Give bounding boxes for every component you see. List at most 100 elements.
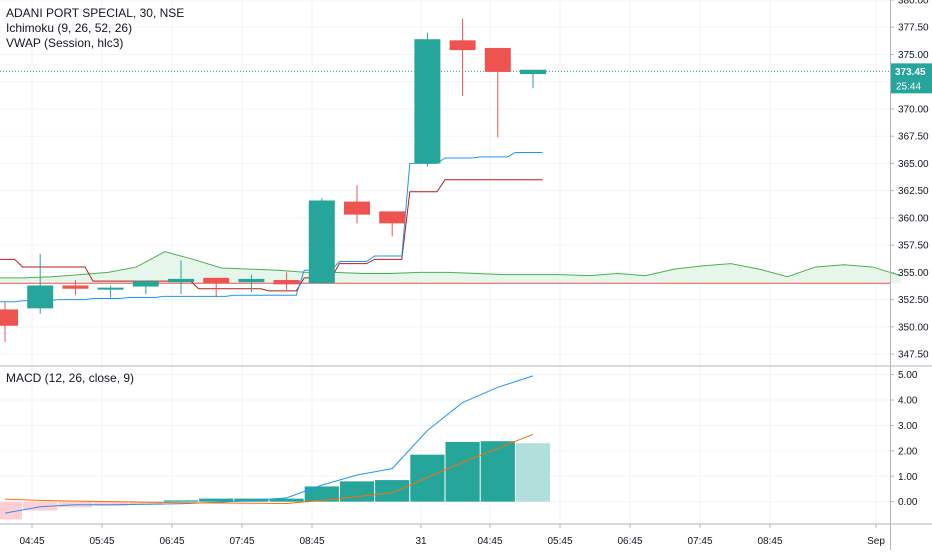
macd-histogram-bar	[23, 501, 58, 511]
macd-histogram-bar	[0, 501, 23, 520]
grid	[0, 0, 890, 522]
time-tick-label: 05:45	[547, 536, 572, 547]
macd-pane	[0, 375, 551, 520]
macd-tick-label: 5.00	[898, 370, 918, 381]
macd-histogram-bar	[515, 443, 551, 502]
candle[interactable]	[62, 280, 89, 296]
time-tick-label: 06:45	[159, 536, 184, 547]
price-tick-label: 367.50	[898, 132, 929, 143]
candle-body	[344, 201, 370, 215]
last-price-value: 373.45	[895, 67, 926, 78]
price-tick-label: 355.00	[898, 268, 929, 279]
price-badges: 373.45 25:44	[891, 63, 932, 94]
candle[interactable]	[97, 285, 124, 298]
bar-countdown: 25:44	[896, 81, 921, 92]
time-tick-label: 04:45	[477, 536, 502, 547]
vwap-line	[0, 152, 543, 303]
candle-body	[27, 285, 54, 309]
candle-body	[132, 281, 159, 287]
macd-tick-label: 3.00	[898, 421, 918, 432]
candle-body	[520, 69, 546, 75]
macd-histogram-bar	[445, 441, 480, 502]
macd-tick-label: 4.00	[898, 396, 918, 407]
macd-histogram-bar	[128, 501, 163, 505]
macd-histogram-bar	[93, 501, 128, 506]
vwap-legend[interactable]: VWAP (Session, hlc3)	[6, 36, 124, 50]
candle-body	[97, 287, 124, 290]
candle-body	[484, 47, 511, 72]
price-tick-label: 365.00	[898, 159, 929, 170]
candles[interactable]	[0, 18, 546, 343]
candle[interactable]	[414, 32, 441, 167]
price-tick-label: 347.50	[898, 350, 929, 361]
candle[interactable]	[379, 211, 406, 237]
candle-body	[0, 309, 18, 326]
candle[interactable]	[273, 272, 300, 290]
time-tick-label: 06:45	[617, 536, 642, 547]
candle-body	[203, 277, 230, 284]
time-tick-label: 05:45	[89, 536, 114, 547]
candle-body	[414, 39, 441, 164]
candle[interactable]	[449, 18, 476, 96]
candle-body	[273, 280, 300, 285]
price-tick-label: 352.50	[898, 295, 929, 306]
kijun-line	[0, 179, 543, 292]
time-tick-label: 07:45	[687, 536, 712, 547]
candle[interactable]	[27, 253, 54, 314]
macd-histogram-bar	[339, 481, 375, 502]
candle[interactable]	[132, 281, 159, 295]
price-tick-label: 357.50	[898, 241, 929, 252]
ichimoku-legend[interactable]: Ichimoku (9, 26, 52, 26)	[6, 21, 133, 35]
macd-histogram-bar	[269, 498, 304, 502]
price-tick-label: 370.00	[898, 104, 929, 115]
cloud-span-line	[0, 251, 901, 279]
price-tick-label: 350.00	[898, 322, 929, 333]
candle[interactable]	[203, 277, 230, 298]
macd-tick-label: 1.00	[898, 472, 918, 483]
ichimoku-cloud	[0, 251, 901, 284]
macd-legend[interactable]: MACD (12, 26, close, 9)	[6, 371, 135, 385]
candle[interactable]	[308, 198, 335, 284]
price-tick-label: 380.00	[898, 0, 929, 7]
candle[interactable]	[238, 274, 265, 292]
price-tick-label: 377.50	[898, 23, 929, 34]
macd-tick-label: 2.00	[898, 446, 918, 457]
price-tick-label: 362.50	[898, 186, 929, 197]
last-price-badge: 373.45 25:44	[891, 63, 932, 94]
candle[interactable]	[0, 301, 18, 343]
price-tick-label: 375.00	[898, 50, 929, 61]
symbol-title[interactable]: ADANI PORT SPECIAL, 30, NSE	[6, 6, 185, 20]
time-tick-label: 04:45	[19, 536, 44, 547]
candle-body	[449, 40, 476, 51]
candle[interactable]	[520, 69, 546, 89]
price-legend: ADANI PORT SPECIAL, 30, NSE Ichimoku (9,…	[6, 6, 184, 51]
time-tick-label: Sep	[867, 536, 885, 547]
time-tick-label: 08:45	[299, 536, 324, 547]
candle[interactable]	[484, 47, 511, 138]
macd-histogram-bar	[480, 441, 515, 502]
candle-body	[168, 278, 194, 283]
macd-histogram-bar	[375, 480, 410, 502]
candle[interactable]	[344, 185, 370, 224]
candle-body	[379, 211, 406, 224]
last-price-badge-bg	[891, 63, 932, 94]
candle[interactable]	[168, 260, 194, 295]
indicator-lines	[0, 70, 890, 303]
macd-tick-label: 0.00	[898, 497, 918, 508]
candle-body	[238, 278, 265, 283]
time-tick-label: 08:45	[757, 536, 782, 547]
macd-signal-line	[4, 433, 534, 504]
time-tick-label: 07:45	[229, 536, 254, 547]
macd-histogram-bar	[304, 486, 339, 502]
macd-legend-block: MACD (12, 26, close, 9)	[6, 371, 134, 386]
cloud-fill	[0, 251, 901, 284]
candle-body	[62, 285, 89, 289]
macd-histogram-bar	[163, 500, 199, 502]
time-tick-label: 31	[415, 536, 427, 547]
candle-body	[308, 200, 335, 284]
macd-histogram-bar	[410, 454, 445, 502]
macd-histogram-bar	[199, 498, 234, 502]
